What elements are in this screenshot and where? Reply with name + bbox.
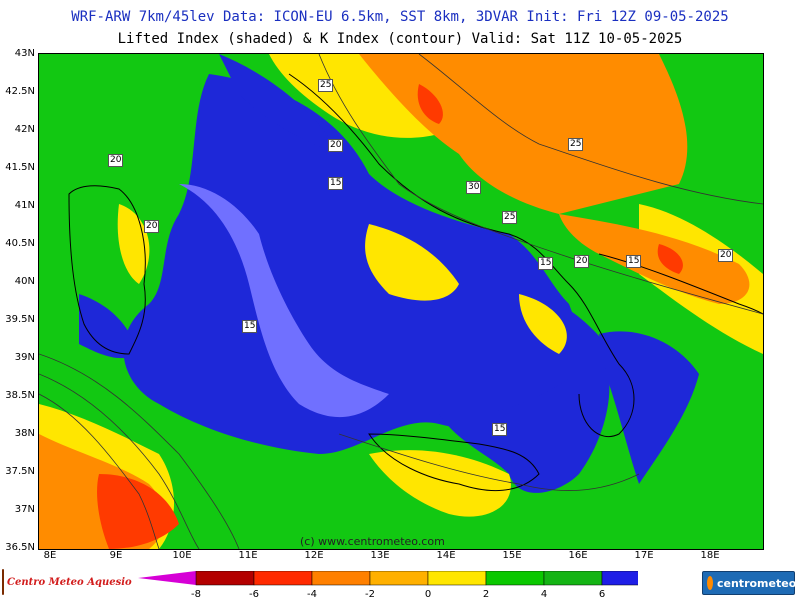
lat-label-42n: 42N <box>14 124 35 135</box>
colorbar-tick-label: -2 <box>365 589 375 600</box>
lon-label-8e: 8E <box>43 550 57 561</box>
colorbar-tick-label: 6 <box>598 589 606 600</box>
colorbar-segment <box>427 571 487 586</box>
contour-line <box>39 393 160 549</box>
coastlines <box>68 73 763 492</box>
colorbar-segment <box>253 571 313 586</box>
contour-label: 15 <box>492 423 508 436</box>
italy-west-coast <box>288 73 635 437</box>
logo-left-text: Centro Meteo Aquesio <box>7 576 132 588</box>
weather-map <box>38 53 764 550</box>
lat-label-39-5n: 39.5N <box>5 314 35 325</box>
map-canvas <box>39 54 763 549</box>
contour-label: 20 <box>574 255 590 268</box>
contour-label: 20 <box>718 249 734 262</box>
lon-label-15e: 15E <box>502 550 522 561</box>
lon-label-10e: 10E <box>172 550 192 561</box>
lat-label-36-5n: 36.5N <box>5 542 35 553</box>
colorbar-tick-label: 2 <box>482 589 490 600</box>
logo-right-text: centrometeo <box>717 576 797 590</box>
contour-line <box>318 54 763 315</box>
map-title-line1: WRF-ARW 7km/45lev Data: ICON-EU 6.5km, S… <box>71 9 729 25</box>
colorbar-tick-label: -4 <box>307 589 317 600</box>
contour-line <box>39 353 240 549</box>
red-patch-southwest <box>97 474 179 549</box>
lat-label-41n: 41N <box>14 200 35 211</box>
blue-region-ionian <box>439 354 610 493</box>
colorbar-segment <box>485 571 545 586</box>
lat-label-38n: 38N <box>14 428 35 439</box>
lat-label-38-5n: 38.5N <box>5 390 35 401</box>
lifted-index-colorbar <box>138 571 638 586</box>
copyright-text: (c) www.centrometeo.com <box>300 535 445 548</box>
lat-label-40-5n: 40.5N <box>5 238 35 249</box>
orange-patch-central-italy <box>359 54 688 214</box>
colorbar-tick-label: -8 <box>191 589 201 600</box>
blue-region-north <box>219 54 339 154</box>
contour-label: 15 <box>328 177 344 190</box>
lon-label-12e: 12E <box>304 550 324 561</box>
k-index-contours <box>39 54 763 549</box>
contour-label: 30 <box>466 181 482 194</box>
lon-label-17e: 17E <box>634 550 654 561</box>
lat-label-43n: 43N <box>14 48 35 59</box>
contour-line <box>39 373 200 549</box>
contour-line <box>418 54 763 205</box>
logo-ring-icon <box>707 576 713 590</box>
logo-badge-icon <box>2 569 4 595</box>
red-patch-north <box>417 84 443 124</box>
red-patch-east <box>657 244 683 274</box>
orange-patch-puglia <box>559 214 750 304</box>
sardinia-outline <box>68 185 146 355</box>
contour-label: 20 <box>328 139 344 152</box>
lat-label-42-5n: 42.5N <box>5 86 35 97</box>
centrometeo-logo[interactable]: centrometeo <box>702 571 797 595</box>
colorbar-segment <box>543 571 603 586</box>
contour-label: 15 <box>538 257 554 270</box>
lat-label-37-5n: 37.5N <box>5 466 35 477</box>
contour-label: 25 <box>318 79 334 92</box>
contour-label: 25 <box>568 138 584 151</box>
contour-label: 20 <box>108 154 124 167</box>
yellow-patch-sardinia <box>117 204 150 284</box>
blue-region-west <box>79 294 139 359</box>
contour-line <box>338 433 640 491</box>
colorbar-segment <box>601 571 638 586</box>
lat-label-37n: 37N <box>14 504 35 515</box>
colorbar-segment <box>195 571 255 586</box>
colorbar-tick-label: -6 <box>249 589 259 600</box>
colorbar-segment <box>311 571 371 586</box>
lon-label-18e: 18E <box>700 550 720 561</box>
lat-label-39n: 39N <box>14 352 35 363</box>
colorbar-left-arrow <box>138 571 196 585</box>
centro-meteo-aquesio-logo[interactable]: Centro Meteo Aquesio <box>2 569 132 595</box>
lon-label-9e: 9E <box>109 550 123 561</box>
sicily-outline <box>368 433 540 492</box>
blue-region-tyrrhenian <box>123 74 580 454</box>
lon-label-14e: 14E <box>436 550 456 561</box>
lon-label-11e: 11E <box>238 550 258 561</box>
contour-label: 25 <box>502 211 518 224</box>
contour-label: 15 <box>242 320 258 333</box>
lon-label-16e: 16E <box>568 550 588 561</box>
lat-label-40n: 40N <box>14 276 35 287</box>
colorbar-tick-label: 4 <box>540 589 548 600</box>
lat-label-41-5n: 41.5N <box>5 162 35 173</box>
yellow-patch-central-sea <box>365 224 459 301</box>
contour-label: 20 <box>144 220 160 233</box>
colorbar-segment <box>369 571 429 586</box>
lavender-region-sea <box>179 184 389 418</box>
yellow-patch-sicily <box>369 450 511 517</box>
map-title-line2: Lifted Index (shaded) & K Index (contour… <box>117 31 683 47</box>
lon-label-13e: 13E <box>370 550 390 561</box>
yellow-patch-south <box>519 294 567 354</box>
contour-label: 15 <box>626 255 642 268</box>
colorbar-tick-label: 0 <box>424 589 432 600</box>
